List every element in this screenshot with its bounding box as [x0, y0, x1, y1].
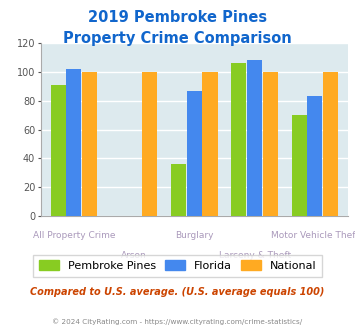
Bar	[263, 72, 278, 216]
Text: Burglary: Burglary	[175, 231, 214, 240]
Text: 2019 Pembroke Pines: 2019 Pembroke Pines	[88, 10, 267, 25]
Bar	[66, 69, 81, 216]
Bar	[202, 72, 218, 216]
Bar	[307, 96, 322, 216]
Bar	[247, 60, 262, 216]
Text: Motor Vehicle Theft: Motor Vehicle Theft	[271, 231, 355, 240]
Text: Larceny & Theft: Larceny & Theft	[219, 251, 291, 260]
Bar	[171, 164, 186, 216]
Bar	[323, 72, 338, 216]
Legend: Pembroke Pines, Florida, National: Pembroke Pines, Florida, National	[33, 255, 322, 277]
Bar	[291, 115, 307, 216]
Text: All Property Crime: All Property Crime	[33, 231, 115, 240]
Text: Arson: Arson	[121, 251, 147, 260]
Text: Compared to U.S. average. (U.S. average equals 100): Compared to U.S. average. (U.S. average …	[30, 287, 325, 297]
Bar	[51, 85, 66, 216]
Text: Property Crime Comparison: Property Crime Comparison	[63, 31, 292, 46]
Bar	[187, 90, 202, 216]
Bar	[82, 72, 97, 216]
Bar	[231, 63, 246, 216]
Text: © 2024 CityRating.com - https://www.cityrating.com/crime-statistics/: © 2024 CityRating.com - https://www.city…	[53, 318, 302, 325]
Bar	[142, 72, 157, 216]
